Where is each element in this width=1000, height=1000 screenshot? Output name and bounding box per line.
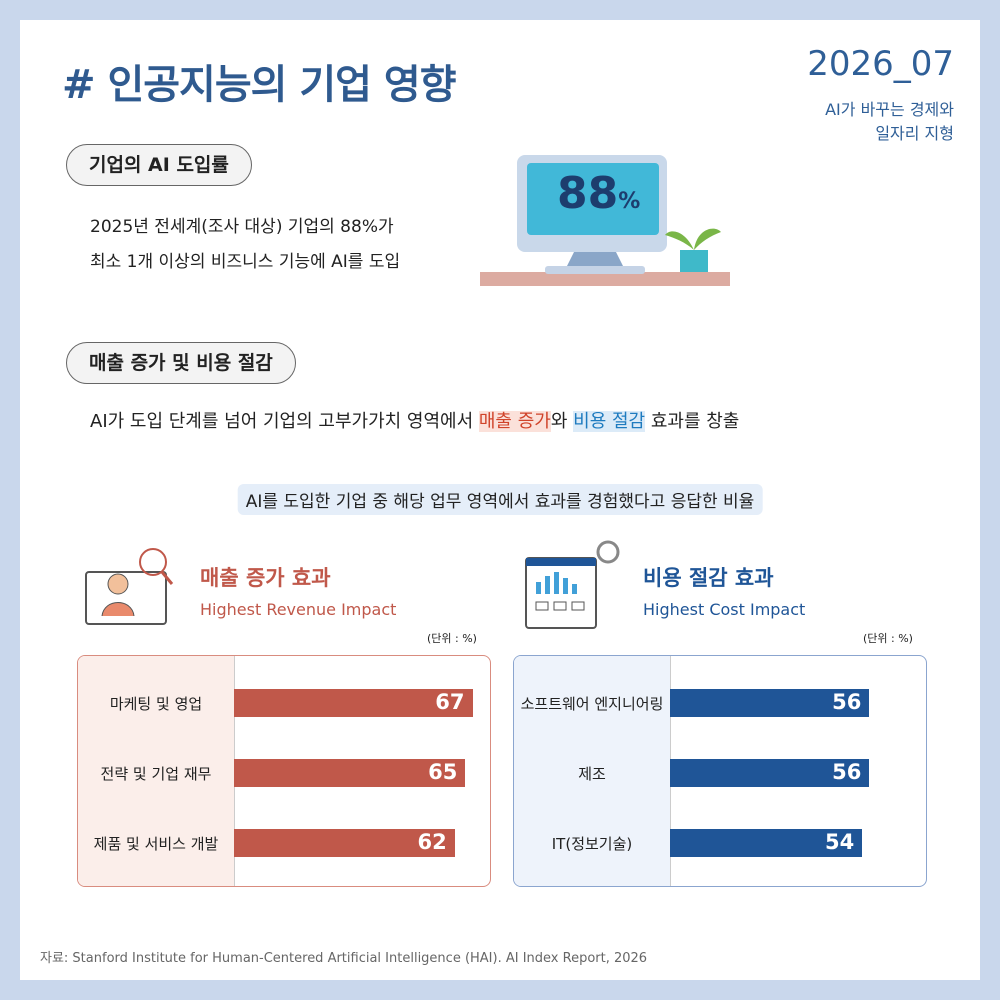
revenue-icon [85, 548, 174, 625]
subtitle: 일자리 지형 [875, 124, 954, 143]
monitor-illustration [480, 155, 730, 286]
stand-base [545, 266, 645, 274]
bar [670, 689, 870, 717]
text: AI가 도입 단계를 넘어 기업의 고부가가치 영역에서 [90, 411, 479, 432]
value-label: 56 [832, 690, 862, 714]
category-column [514, 656, 671, 886]
category-label: 제품 및 서비스 개발 [93, 835, 219, 853]
bar [670, 829, 863, 857]
text: 와 [550, 411, 574, 432]
bar [670, 759, 870, 787]
chart-caption: AI를 도입한 기업 중 해당 업무 영역에서 효과를 경험했다고 응답한 비율 [237, 484, 763, 515]
value-label: 65 [428, 760, 458, 784]
bar [234, 829, 455, 857]
section-body: 2025년 전세계(조사 대상) 기업의 88%가 [90, 217, 394, 237]
plant [665, 228, 721, 250]
category-label: 제조 [578, 765, 606, 783]
desk [480, 272, 730, 286]
unit-note: (단위 : %) [863, 632, 913, 645]
value-label: 54 [825, 830, 855, 854]
category-label: 전략 및 기업 재무 [100, 765, 212, 783]
issue: 2026_07 [807, 44, 954, 84]
section-heading: 매출 증가 및 비용 절감 [66, 342, 296, 384]
unit-note: (단위 : %) [427, 632, 477, 645]
chart-panel: 마케팅 및 영업 67 전략 및 기업 재무 65 제품 및 서비스 개발 62 [77, 655, 491, 887]
screen [527, 163, 659, 235]
chart-panel: 소프트웨어 엔지니어링 56 제조 56 IT(정보기술) 54 [513, 655, 927, 887]
highlight: 매출 증가 [478, 411, 551, 432]
card: # 인공지능의 기업 영향 2026_07 AI가 바꾸는 경제와 일자리 지형… [20, 20, 980, 980]
chart-subtitle: Highest Cost Impact [643, 600, 806, 619]
chart-title: 매출 증가 효과 [200, 566, 331, 590]
value-label: 56 [832, 760, 862, 784]
chart-title: 비용 절감 효과 [643, 566, 774, 590]
highlight: 비용 절감 [573, 411, 646, 432]
stat-unit: % [618, 189, 641, 214]
category-label: 마케팅 및 영업 [109, 695, 203, 713]
category-label: 소프트웨어 엔지니어링 [520, 695, 664, 713]
cost-icon [525, 540, 620, 629]
stat-value: 88 [557, 168, 619, 219]
monitor-stat: 88% [557, 168, 640, 219]
bar [234, 689, 473, 717]
chart-subtitle: Highest Revenue Impact [200, 600, 397, 619]
value-label: 67 [435, 690, 465, 714]
section-heading: 기업의 AI 도입률 [66, 144, 252, 186]
section-body: AI가 도입 단계를 넘어 기업의 고부가가치 영역에서 매출 증가와 비용 절… [90, 407, 739, 433]
category-label: IT(정보기술) [551, 835, 633, 853]
value-label: 62 [417, 830, 447, 854]
stand [565, 250, 625, 270]
source: 자료: Stanford Institute for Human-Centere… [40, 951, 648, 966]
subtitle: AI가 바꾸는 경제와 [825, 100, 954, 119]
page-title: # 인공지능의 기업 영향 [62, 62, 456, 108]
pot [680, 250, 708, 272]
bar [234, 759, 466, 787]
section-body: 최소 1개 이상의 비즈니스 기능에 AI를 도입 [90, 252, 401, 272]
text: 효과를 창출 [645, 411, 740, 432]
